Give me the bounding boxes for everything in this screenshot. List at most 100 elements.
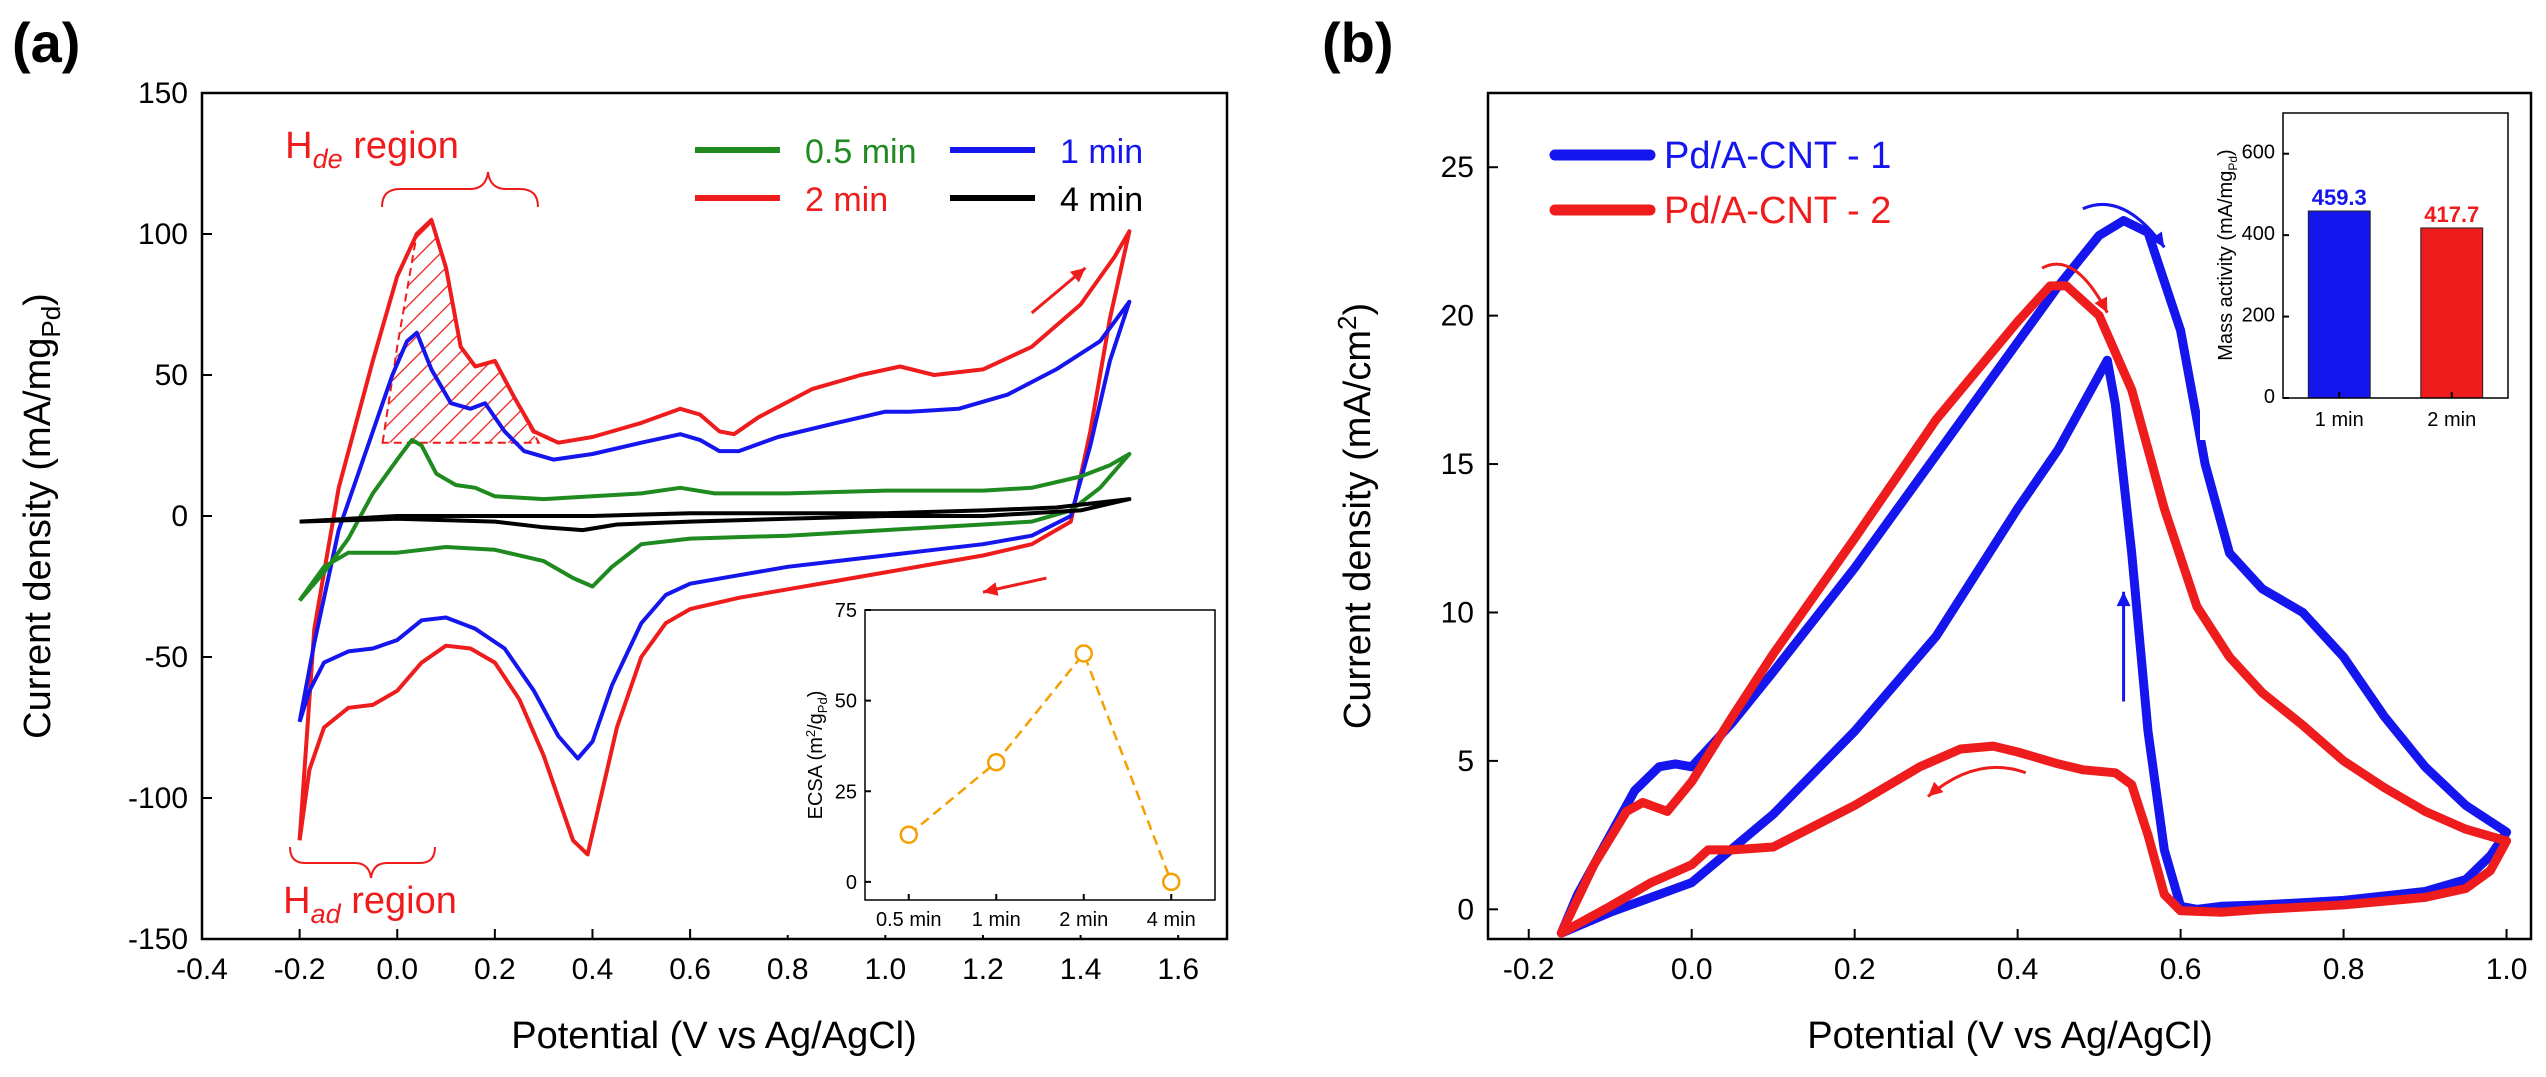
inset-b-ytick-label: 0 xyxy=(2264,386,2275,408)
panel-b-xtick-label: -0.2 xyxy=(1503,953,1555,986)
panel-a-ylabel-end: ) xyxy=(17,293,59,306)
inset-b-ytick-label: 400 xyxy=(2242,223,2275,245)
panel-a-ytick-label: 150 xyxy=(138,77,188,110)
panel-a-xtick-label: 0.4 xyxy=(572,953,614,986)
inset-a-bg xyxy=(785,610,1215,935)
panel-b-xlabel: Potential (V vs Ag/AgCl) xyxy=(1807,1015,2213,1057)
inset-b-bar-1-min xyxy=(2307,210,2371,399)
inset-b-ticks: 1 min 2 min 0 200 400 600 xyxy=(2242,142,2477,431)
panel-a-ytick-label: -100 xyxy=(128,782,188,815)
inset-a-point-2-min xyxy=(1074,644,1093,663)
panel-b-ytick-label: 25 xyxy=(1441,151,1474,184)
inset-a-frame xyxy=(864,609,1216,901)
inset-a-ytick-label: 25 xyxy=(835,781,857,803)
series-pd-a-cnt-1-cv-line xyxy=(1556,216,2512,938)
legend-label-2min: 2 min xyxy=(805,181,888,219)
panel-a-xtick-label: 1.4 xyxy=(1060,953,1102,986)
inset-b-xtick-label: 1 min xyxy=(2315,409,2364,431)
panel-a-xtick-label: 1.6 xyxy=(1157,953,1199,986)
panel-b-ylabel-sup: 2 xyxy=(1332,316,1362,330)
inset-a-xtick-label: 0.5 min xyxy=(876,909,942,931)
inset-b-bar-2-min xyxy=(2420,227,2484,399)
inset-a-ylabel-mid: /g xyxy=(805,713,827,730)
panel-a-ylabel: Current density (mA/mgPd) xyxy=(17,293,66,739)
panel-a: (a) -0.4 -0.2 0.0 0.2 0.4 0.6 0.8 1.0 1.2 1.4 1.6-… xyxy=(12,11,1229,1057)
legend-label-1min: 1 min xyxy=(1060,133,1143,171)
had-sub: ad xyxy=(311,899,342,929)
panel-a-ticks: -0.4 -0.2 0.0 0.2 0.4 0.6 0.8 1.0 1.2 1.4 1.6 -150 -… xyxy=(128,77,1199,986)
scan-direction-arrow-icon xyxy=(2116,591,2131,607)
inset-b-ylabel-sub: Pd xyxy=(2226,156,2240,171)
inset-a-ylabel-sup: 2 xyxy=(803,730,818,737)
panel-a-ytick-label: -150 xyxy=(128,923,188,956)
series-0-5-min-cv-line xyxy=(297,437,1132,602)
scan-direction-arrow-icon xyxy=(2094,296,2108,313)
series-1-min-cv-line xyxy=(297,299,1132,761)
inset-b-frame xyxy=(2282,112,2509,399)
inset-a-plot xyxy=(899,644,1181,892)
panel-b-plot-area xyxy=(1556,202,2512,938)
inset-a-point-1-min xyxy=(987,753,1006,772)
panel-a-ytick-label: 100 xyxy=(138,218,188,251)
panel-b-xtick-label: 0.0 xyxy=(1671,953,1713,986)
panel-a-inset: 0.5 min 1 min 2 min 4 min 0 25 50 75 ECSA (m2/g… xyxy=(785,600,1216,935)
panel-b-ytick-label: 10 xyxy=(1441,596,1474,629)
series-pd-a-cnt-2-cv-line xyxy=(1556,281,2512,938)
legend-label-0-5min: 0.5 min xyxy=(805,133,917,171)
inset-a-ytick-label: 50 xyxy=(835,691,857,713)
series-4-min-cv-line xyxy=(299,497,1132,533)
panel-a-ytick-label: -50 xyxy=(145,641,188,674)
panel-b-ytick-label: 20 xyxy=(1441,300,1474,333)
panel-b-ticks: -0.2 0.0 0.2 0.4 0.6 0.8 1.0 0 5 10 15 20 25 xyxy=(1441,151,2528,986)
hde-region-label: Hde region xyxy=(285,125,459,174)
inset-a-xtick-label: 4 min xyxy=(1147,909,1196,931)
legend-label-pd-2: Pd/A-CNT - 2 xyxy=(1664,190,1891,232)
inset-b-plot: 459.3 417.7 xyxy=(2307,185,2484,399)
panel-b-frame xyxy=(1486,91,2533,941)
inset-a-ylabel-main: ECSA (m xyxy=(805,737,827,819)
panel-b-ylabel-main: Current density (mA/cm xyxy=(1337,330,1379,729)
legend-label-pd-1: Pd/A-CNT - 1 xyxy=(1664,135,1891,177)
panel-a-xtick-label: 0.6 xyxy=(669,953,711,986)
scan-direction-arrow-icon xyxy=(1928,781,1944,797)
panel-a-xtick-label: -0.2 xyxy=(274,953,326,986)
panel-a-xtick-label: 1.0 xyxy=(864,953,906,986)
series-2-min-cv-line xyxy=(297,217,1132,857)
panel-a-xtick-label: -0.4 xyxy=(176,953,228,986)
inset-b-ylabel-main: Mass activity (mA/mg xyxy=(2215,171,2237,361)
inset-a-point-4-min xyxy=(1162,872,1181,892)
inset-b-xtick-label: 2 min xyxy=(2427,409,2476,431)
panel-b-xtick-label: 0.6 xyxy=(2160,953,2202,986)
legend-label-4min: 4 min xyxy=(1060,181,1143,219)
inset-a-ecsa-line xyxy=(907,651,1173,883)
panel-a-ytick-label: 50 xyxy=(155,359,188,392)
panel-b-xtick-label: 0.8 xyxy=(2323,953,2365,986)
panel-a-ylabel-main: Current density (mA/mg xyxy=(17,338,59,739)
inset-a-ylabel-end: ) xyxy=(805,691,827,698)
hde-rest: region xyxy=(343,125,459,167)
had-main: H xyxy=(283,880,310,922)
inset-a-point-0-5-min xyxy=(899,825,918,844)
panel-b-ytick-label: 15 xyxy=(1441,448,1474,481)
panel-a-plot-area xyxy=(297,217,1132,857)
panel-a-xtick-label: 0.8 xyxy=(767,953,809,986)
had-brace xyxy=(289,846,436,879)
panel-a-ytick-label: 0 xyxy=(171,500,188,533)
inset-b-ytick-label: 200 xyxy=(2242,305,2275,327)
inset-b-ylabel-end: ) xyxy=(2215,149,2237,156)
panel-b-xtick-label: 0.2 xyxy=(1834,953,1876,986)
panel-a-ylabel-sub: Pd xyxy=(36,306,66,338)
inset-a-ytick-label: 75 xyxy=(835,600,857,622)
panel-b-ytick-label: 5 xyxy=(1457,745,1474,778)
hde-sub: de xyxy=(313,144,343,174)
had-region-label: Had region xyxy=(283,880,457,929)
inset-a-xtick-label: 2 min xyxy=(1059,909,1108,931)
panel-a-xtick-label: 1.2 xyxy=(962,953,1004,986)
scan-direction-arrow-icon xyxy=(1069,267,1086,283)
scan-direction-arrow-icon xyxy=(2150,231,2165,248)
panel-b-ylabel-end: ) xyxy=(1337,303,1379,316)
inset-a-ylabel: ECSA (m2/gPd) xyxy=(803,691,830,820)
panel-b-label: (b) xyxy=(1322,11,1394,74)
